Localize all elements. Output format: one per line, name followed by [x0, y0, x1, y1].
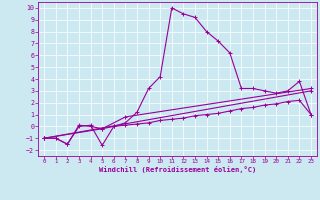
- X-axis label: Windchill (Refroidissement éolien,°C): Windchill (Refroidissement éolien,°C): [99, 166, 256, 173]
